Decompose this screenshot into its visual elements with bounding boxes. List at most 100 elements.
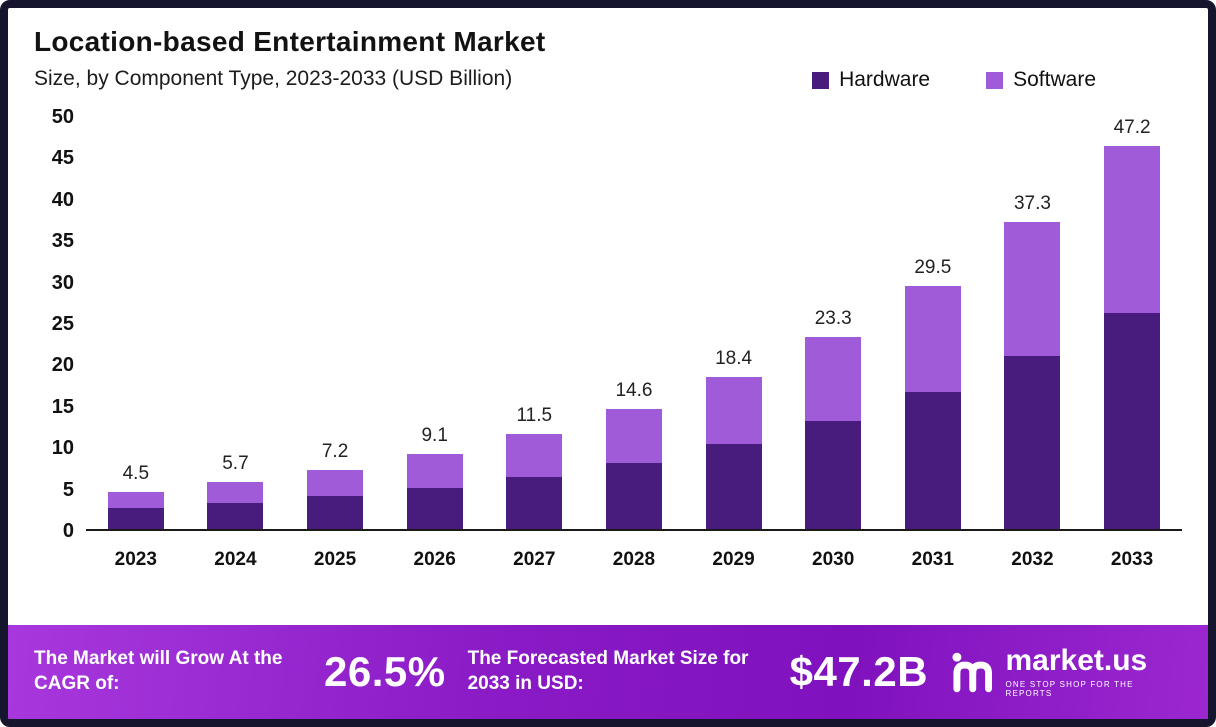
y-tick-label: 5: [62, 478, 74, 501]
chart-title: Location-based Entertainment Market: [34, 26, 546, 57]
bar-stack: [207, 482, 264, 529]
software-segment: [1104, 146, 1161, 314]
hardware-segment: [506, 477, 563, 529]
y-tick-label: 15: [51, 395, 74, 418]
x-axis-label: 2032: [1011, 549, 1054, 570]
bar-stack: [307, 469, 364, 529]
brand-name: market.us: [1005, 644, 1148, 677]
marketus-logo-icon: [952, 652, 993, 693]
forecast-label: The Forecasted Market Size for 2033 in U…: [467, 648, 749, 694]
brand-tagline: ONE STOP SHOP FOR THE REPORTS: [1005, 680, 1134, 698]
bar-stack: [705, 377, 762, 529]
x-axis-label: 2029: [712, 549, 755, 570]
bar-total-label: 14.6: [615, 379, 653, 401]
hardware-segment: [307, 496, 364, 529]
bar-stack: [904, 285, 961, 529]
legend-label-software: Software: [1013, 68, 1096, 91]
bar-column-2023: 4.5: [107, 117, 164, 529]
chart-legend: Hardware Software: [812, 68, 1096, 92]
y-tick-label: 0: [62, 520, 74, 542]
y-tick-label: 30: [51, 271, 74, 294]
x-axis-label: 2023: [114, 549, 157, 570]
bar-column-2026: 9.1: [406, 117, 463, 529]
chart-subtitle: Size, by Component Type, 2023-2033 (USD …: [34, 67, 513, 90]
bar-column-2030: 23.3: [805, 117, 862, 529]
bar-column-2033: 47.2: [1104, 117, 1161, 529]
x-axis-label: 2028: [612, 549, 656, 570]
y-tick-label: 50: [51, 106, 74, 128]
legend-item-software: Software: [986, 68, 1096, 92]
bar-total-label: 11.5: [516, 405, 553, 427]
bar-stack: [406, 454, 463, 529]
hardware-segment: [1104, 313, 1161, 529]
forecast-value: $47.2B: [789, 648, 929, 695]
software-segment: [107, 491, 164, 509]
x-axis-label: 2027: [513, 549, 556, 570]
hardware-segment: [107, 508, 164, 529]
bar-stack: [805, 337, 862, 529]
hardware-swatch-icon: [812, 71, 830, 89]
x-axis-label: 2025: [313, 549, 357, 570]
bar-column-2027: 11.5: [506, 117, 563, 529]
bar-total-label: 9.1: [421, 425, 448, 447]
bar-stack: [605, 408, 662, 529]
bar-total-label: 5.7: [222, 453, 249, 475]
hardware-segment: [904, 392, 961, 529]
x-axis-label: 2026: [413, 549, 456, 570]
y-axis: 0 5 10 15 20 25 30 35 40 45 50: [34, 107, 86, 541]
software-segment: [805, 337, 862, 422]
bar-column-2031: 29.5: [904, 117, 961, 529]
plot-area: 4.5 5.7 7.2 9.1 11.5 14.6 18.4 23.3 29.5 37.3 47.2: [86, 117, 1182, 531]
bar-total-label: 23.3: [814, 308, 852, 330]
hardware-segment: [1004, 355, 1061, 529]
y-tick-label: 20: [51, 354, 74, 377]
bar-column-2029: 18.4: [705, 117, 762, 529]
software-segment: [705, 377, 762, 445]
plot-wrap: 0 5 10 15 20 25 30 35 40 45 50 4.5 5.7 7.2 9.1 11.5 14.…: [34, 107, 1182, 541]
hardware-segment: [805, 421, 862, 529]
x-axis-label: 2030: [812, 549, 855, 570]
bar-total-label: 29.5: [914, 256, 952, 278]
y-tick-label: 25: [51, 313, 74, 335]
chart-section: Location-based Entertainment Market Size…: [8, 8, 1208, 625]
software-segment: [605, 408, 662, 464]
hardware-segment: [406, 487, 463, 529]
cagr-label: The Market will Grow At the CAGR of:: [34, 648, 283, 694]
y-tick-label: 40: [51, 188, 74, 211]
bar-stack: [1004, 221, 1061, 529]
bar-column-2025: 7.2: [307, 117, 364, 529]
software-segment: [406, 454, 463, 488]
bar-stack: [107, 491, 164, 529]
bar-column-2028: 14.6: [605, 117, 662, 529]
software-segment: [506, 434, 563, 478]
hardware-segment: [207, 503, 264, 529]
y-tick-label: 35: [51, 230, 74, 253]
bar-stack: [506, 434, 563, 529]
brand: market.us ONE STOP SHOP FOR THE REPORTS: [950, 646, 1182, 698]
software-segment: [1004, 221, 1061, 356]
bar-total-label: 47.2: [1113, 117, 1151, 138]
legend-item-hardware: Hardware: [812, 68, 930, 92]
hardware-segment: [705, 444, 762, 529]
software-segment: [904, 285, 961, 393]
bar-total-label: 7.2: [321, 440, 349, 462]
bar-total-label: 37.3: [1013, 192, 1051, 214]
bar-column-2032: 37.3: [1004, 117, 1061, 529]
software-segment: [307, 469, 364, 497]
bar-column-2024: 5.7: [207, 117, 264, 529]
hardware-segment: [605, 463, 662, 529]
x-axis-label: 2033: [1110, 549, 1154, 570]
x-axis-label: 2024: [214, 549, 257, 570]
x-axis-label: 2031: [911, 549, 954, 570]
cagr-value: 26.5%: [324, 648, 446, 695]
bar-total-label: 18.4: [715, 348, 753, 370]
brand-text: market.us ONE STOP SHOP FOR THE REPORTS: [1005, 644, 1183, 699]
bar-stack: [1104, 146, 1161, 529]
bar-total-label: 4.5: [122, 462, 150, 484]
footer-banner: The Market will Grow At the CAGR of: 26.…: [8, 625, 1208, 719]
y-tick-label: 45: [51, 147, 74, 170]
software-segment: [207, 482, 264, 504]
y-tick-label: 10: [51, 437, 74, 460]
legend-label-hardware: Hardware: [839, 68, 931, 91]
